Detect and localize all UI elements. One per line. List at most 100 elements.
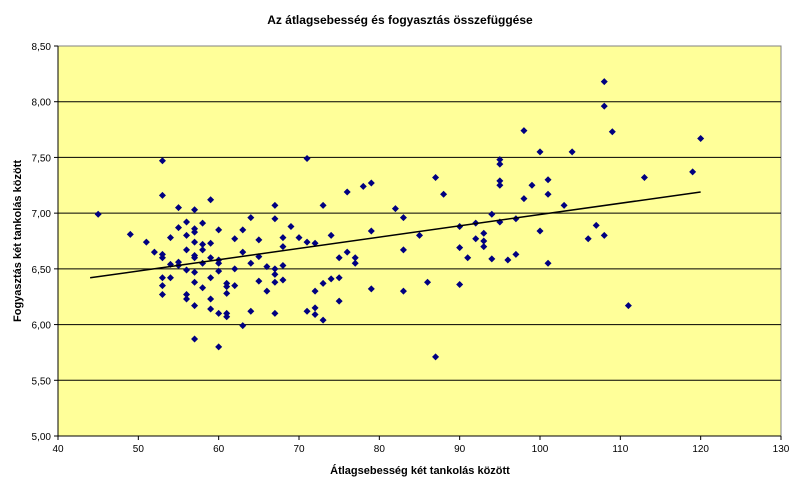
data-point [158, 254, 166, 262]
data-point [416, 231, 423, 239]
data-point [319, 201, 327, 209]
data-point [191, 228, 199, 236]
data-point [183, 266, 191, 274]
data-point [295, 234, 303, 242]
data-point [424, 278, 432, 286]
data-point [271, 309, 279, 317]
data-point [697, 134, 705, 142]
data-point [351, 259, 359, 267]
data-point [536, 227, 544, 235]
data-point [207, 295, 215, 303]
data-point [183, 290, 191, 298]
data-point [640, 173, 648, 181]
data-point [247, 307, 255, 315]
data-point [480, 229, 488, 237]
x-tick-label: 70 [293, 444, 305, 455]
y-tick-label: 5,50 [32, 376, 52, 387]
data-point [183, 218, 191, 226]
y-tick-label: 6,00 [32, 321, 52, 332]
data-point [223, 289, 231, 297]
y-tick-label: 8,00 [32, 98, 52, 109]
data-point [263, 263, 271, 271]
data-point [191, 335, 199, 343]
data-point [158, 191, 166, 199]
x-tick-label: 90 [454, 444, 466, 455]
data-point [158, 290, 166, 298]
data-point [271, 270, 279, 278]
data-point [311, 287, 319, 295]
data-point [142, 238, 150, 246]
data-point [480, 243, 488, 251]
data-point [287, 223, 295, 231]
data-point [311, 304, 319, 312]
data-point [239, 322, 247, 330]
data-point [311, 239, 319, 247]
data-point [351, 254, 359, 262]
data-point [231, 235, 239, 243]
x-axis-ticks: 40 50 60 70 80 90 100 110 120 130 [52, 435, 790, 455]
data-point [231, 265, 239, 273]
data-point [600, 231, 608, 239]
data-point [399, 287, 407, 295]
data-point [247, 259, 255, 267]
y-tick-label: 6,50 [32, 265, 52, 276]
data-point [223, 283, 231, 291]
x-tick-label: 50 [133, 444, 145, 455]
data-point [560, 201, 568, 209]
y-tick-label: 7,50 [32, 153, 52, 164]
y-tick-label: 8,50 [32, 42, 52, 53]
data-point [199, 240, 207, 248]
x-tick-label: 40 [52, 444, 64, 455]
y-axis-label: Fogyasztás két tankolás között [12, 160, 24, 322]
x-tick-label: 100 [532, 444, 549, 455]
data-point [166, 274, 174, 282]
data-point [271, 265, 279, 273]
data-point [215, 343, 223, 351]
x-tick-label: 60 [213, 444, 225, 455]
data-point [488, 255, 496, 263]
data-point [689, 168, 697, 176]
data-point [271, 278, 279, 286]
data-point [255, 236, 263, 244]
data-point [335, 274, 343, 282]
data-point [215, 226, 223, 234]
data-point [191, 268, 199, 276]
data-point [271, 201, 279, 209]
data-point [496, 160, 504, 168]
data-point [600, 78, 608, 86]
data-point [456, 244, 464, 252]
data-point [255, 277, 263, 285]
data-point [191, 206, 199, 214]
data-point [536, 148, 544, 156]
data-point [343, 248, 351, 256]
data-point [432, 353, 440, 361]
data-point [247, 214, 255, 222]
data-point [496, 156, 504, 164]
data-point [158, 282, 166, 290]
data-point [199, 284, 207, 292]
data-point [624, 302, 632, 310]
x-tick-label: 130 [773, 444, 790, 455]
y-tick-label: 7,00 [32, 209, 52, 220]
data-point [319, 279, 327, 287]
data-point [126, 230, 134, 238]
data-point [568, 148, 576, 156]
data-point [544, 190, 552, 198]
data-point [150, 248, 158, 256]
x-axis-label: Átlagsebesség két tankolás között [330, 464, 510, 477]
data-point [367, 227, 375, 235]
data-point [303, 307, 311, 315]
data-point [584, 235, 592, 243]
data-point [608, 128, 616, 136]
data-point [319, 316, 327, 324]
plot-area [57, 45, 782, 437]
data-point [175, 204, 182, 212]
data-point [271, 215, 279, 223]
x-tick-label: 120 [692, 444, 709, 455]
data-point [207, 196, 215, 204]
data-point [464, 254, 472, 262]
data-point [215, 259, 223, 267]
data-point [512, 250, 520, 258]
data-points [94, 78, 705, 361]
